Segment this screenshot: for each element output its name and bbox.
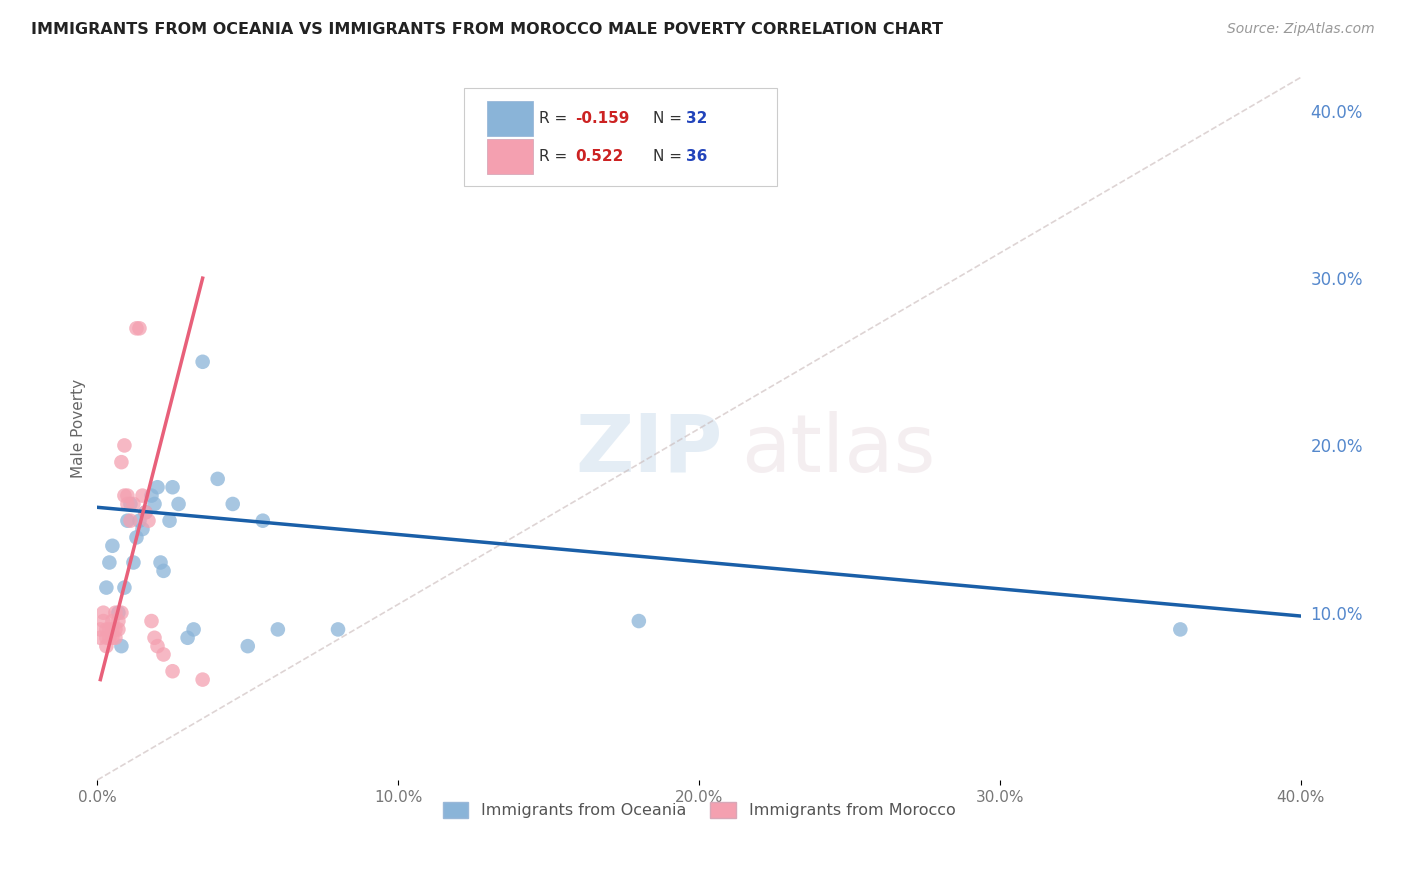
- Point: [122, 556, 145, 570]
- Point: [176, 631, 198, 645]
- Point: [112, 438, 135, 452]
- Point: [252, 514, 274, 528]
- Point: [326, 623, 349, 637]
- Point: [128, 514, 150, 528]
- Point: [125, 321, 148, 335]
- Point: [1168, 623, 1191, 637]
- Point: [107, 606, 129, 620]
- Point: [117, 497, 139, 511]
- Point: [112, 489, 135, 503]
- Point: [159, 514, 181, 528]
- Point: [107, 623, 129, 637]
- Text: 36: 36: [686, 149, 707, 164]
- Point: [152, 564, 174, 578]
- Point: [104, 631, 127, 645]
- Point: [101, 539, 124, 553]
- FancyBboxPatch shape: [488, 102, 533, 136]
- Point: [98, 631, 121, 645]
- Point: [96, 639, 118, 653]
- Text: 32: 32: [686, 112, 707, 127]
- Point: [141, 614, 163, 628]
- Point: [162, 480, 184, 494]
- Text: Source: ZipAtlas.com: Source: ZipAtlas.com: [1227, 22, 1375, 37]
- Point: [98, 556, 121, 570]
- Point: [183, 623, 205, 637]
- Point: [141, 489, 163, 503]
- Point: [167, 497, 190, 511]
- Point: [120, 514, 142, 528]
- Point: [110, 639, 132, 653]
- Point: [101, 631, 124, 645]
- Point: [89, 631, 111, 645]
- Point: [125, 530, 148, 544]
- Text: N =: N =: [654, 112, 688, 127]
- Point: [131, 522, 153, 536]
- Point: [131, 489, 153, 503]
- Text: atlas: atlas: [741, 411, 935, 489]
- Point: [134, 505, 156, 519]
- Point: [267, 623, 290, 637]
- FancyBboxPatch shape: [464, 88, 778, 186]
- Point: [93, 606, 115, 620]
- Point: [207, 472, 229, 486]
- Point: [134, 505, 156, 519]
- Point: [146, 639, 169, 653]
- Point: [89, 623, 111, 637]
- Text: 0.522: 0.522: [575, 149, 623, 164]
- Point: [96, 581, 118, 595]
- Point: [146, 480, 169, 494]
- Point: [110, 606, 132, 620]
- Point: [143, 631, 166, 645]
- Point: [191, 673, 214, 687]
- Text: N =: N =: [654, 149, 688, 164]
- Text: -0.159: -0.159: [575, 112, 630, 127]
- Text: R =: R =: [538, 112, 572, 127]
- Text: IMMIGRANTS FROM OCEANIA VS IMMIGRANTS FROM MOROCCO MALE POVERTY CORRELATION CHAR: IMMIGRANTS FROM OCEANIA VS IMMIGRANTS FR…: [31, 22, 943, 37]
- Point: [98, 623, 121, 637]
- Legend: Immigrants from Oceania, Immigrants from Morocco: Immigrants from Oceania, Immigrants from…: [436, 796, 962, 825]
- Point: [101, 614, 124, 628]
- Text: R =: R =: [538, 149, 572, 164]
- Point: [162, 665, 184, 679]
- Point: [93, 614, 115, 628]
- Text: ZIP: ZIP: [576, 411, 723, 489]
- Point: [96, 631, 118, 645]
- Point: [117, 514, 139, 528]
- Point: [104, 606, 127, 620]
- Point: [101, 623, 124, 637]
- Point: [96, 623, 118, 637]
- FancyBboxPatch shape: [488, 139, 533, 175]
- Point: [104, 623, 127, 637]
- Point: [222, 497, 245, 511]
- Point: [122, 497, 145, 511]
- Point: [149, 556, 172, 570]
- Y-axis label: Male Poverty: Male Poverty: [72, 379, 86, 478]
- Point: [627, 614, 650, 628]
- Point: [191, 355, 214, 369]
- Point: [128, 321, 150, 335]
- Point: [120, 497, 142, 511]
- Point: [110, 455, 132, 469]
- Point: [107, 614, 129, 628]
- Point: [152, 648, 174, 662]
- Point: [143, 497, 166, 511]
- Point: [236, 639, 259, 653]
- Point: [138, 514, 160, 528]
- Point: [117, 489, 139, 503]
- Point: [112, 581, 135, 595]
